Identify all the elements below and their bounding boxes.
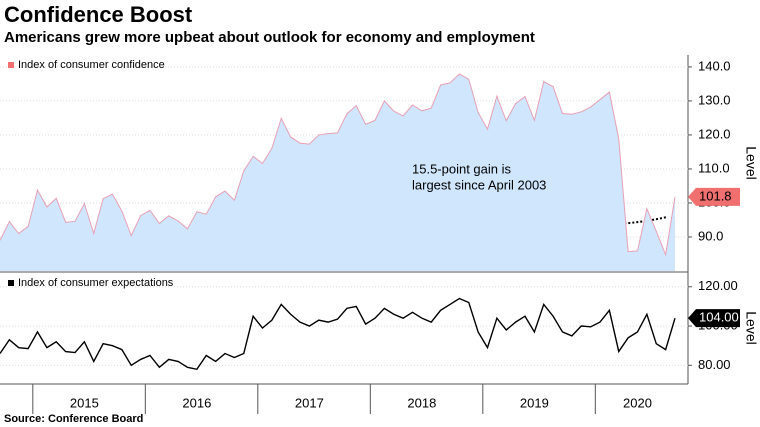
x-tick-label: 2019 [520,395,549,410]
y-tick-label: 90.0 [698,228,723,243]
y-tick-label: 130.0 [698,92,731,107]
annotation-arrow [532,215,668,226]
y-tick-label: 120.0 [698,126,731,141]
legend-label: Index of consumer confidence [18,59,165,71]
y-tick-label: 80.00 [698,357,731,372]
x-tick-label: 2016 [182,395,211,410]
area [0,74,675,271]
legend-swatch [8,62,14,68]
chart-subtitle: Americans grew more upbeat about outlook… [4,29,535,46]
value-label: 101.8 [699,188,732,203]
x-tick-label: 2018 [407,395,436,410]
y-axis-label: Level [743,146,759,179]
value-tag [688,309,740,328]
source: Source: Conference Board [4,413,143,425]
x-tick-label: 2020 [623,395,652,410]
value-tag [688,187,740,206]
legend-label: Index of consumer expectations [18,277,174,289]
y-tick-label: 140.0 [698,58,731,73]
legend-swatch [8,280,14,286]
line [0,297,676,371]
y-tick-label: 110.0 [698,160,730,175]
x-tick-label: 2017 [295,395,324,410]
y-axis-label: Level [743,311,759,344]
annotation: 15.5-point gain is [412,161,512,176]
value-label: 104.00 [699,310,739,325]
y-tick-label: 120.00 [698,278,738,293]
annotation: largest since April 2003 [412,177,546,192]
chart-title: Confidence Boost [4,2,193,27]
line [0,73,676,257]
x-tick-label: 2015 [70,395,99,410]
